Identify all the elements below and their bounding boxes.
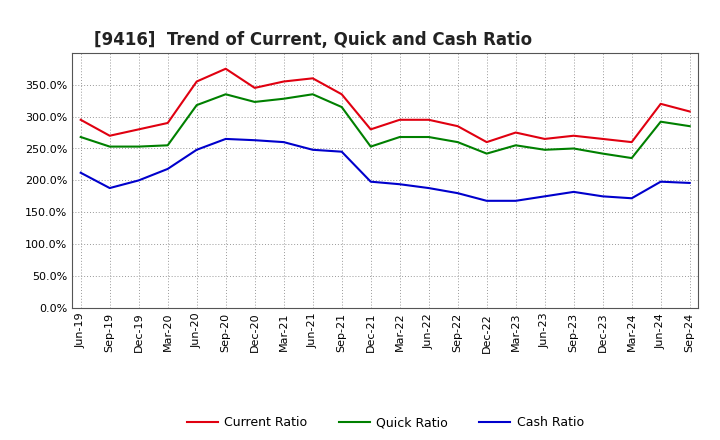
Text: [9416]  Trend of Current, Quick and Cash Ratio: [9416] Trend of Current, Quick and Cash …	[94, 31, 532, 49]
Line: Current Ratio: Current Ratio	[81, 69, 690, 142]
Quick Ratio	[308, 92, 317, 97]
Quick Ratio	[251, 99, 259, 105]
Cash Ratio	[685, 180, 694, 186]
Cash Ratio	[541, 194, 549, 199]
Quick Ratio	[221, 92, 230, 97]
Current Ratio	[454, 124, 462, 129]
Current Ratio	[598, 136, 607, 142]
Cash Ratio	[338, 149, 346, 154]
Quick Ratio	[395, 134, 404, 139]
Current Ratio	[76, 117, 85, 122]
Current Ratio	[685, 109, 694, 114]
Current Ratio	[308, 76, 317, 81]
Quick Ratio	[105, 144, 114, 149]
Current Ratio	[511, 130, 520, 135]
Quick Ratio	[541, 147, 549, 152]
Cash Ratio	[163, 166, 172, 172]
Current Ratio	[251, 85, 259, 91]
Cash Ratio	[105, 185, 114, 191]
Cash Ratio	[192, 147, 201, 152]
Current Ratio	[657, 101, 665, 106]
Cash Ratio	[221, 136, 230, 142]
Current Ratio	[192, 79, 201, 84]
Current Ratio	[221, 66, 230, 71]
Cash Ratio	[424, 185, 433, 191]
Current Ratio	[338, 92, 346, 97]
Current Ratio	[627, 139, 636, 145]
Current Ratio	[163, 120, 172, 126]
Cash Ratio	[135, 178, 143, 183]
Cash Ratio	[395, 182, 404, 187]
Quick Ratio	[657, 119, 665, 125]
Cash Ratio	[657, 179, 665, 184]
Quick Ratio	[627, 155, 636, 161]
Cash Ratio	[570, 189, 578, 194]
Quick Ratio	[279, 96, 288, 101]
Current Ratio	[570, 133, 578, 139]
Quick Ratio	[366, 144, 375, 149]
Cash Ratio	[627, 196, 636, 201]
Quick Ratio	[685, 124, 694, 129]
Cash Ratio	[598, 194, 607, 199]
Quick Ratio	[598, 151, 607, 156]
Cash Ratio	[482, 198, 491, 203]
Current Ratio	[395, 117, 404, 122]
Cash Ratio	[511, 198, 520, 203]
Quick Ratio	[338, 104, 346, 110]
Current Ratio	[366, 127, 375, 132]
Quick Ratio	[454, 139, 462, 145]
Quick Ratio	[482, 151, 491, 156]
Cash Ratio	[76, 170, 85, 176]
Quick Ratio	[135, 144, 143, 149]
Current Ratio	[135, 127, 143, 132]
Quick Ratio	[424, 134, 433, 139]
Quick Ratio	[163, 143, 172, 148]
Line: Quick Ratio: Quick Ratio	[81, 94, 690, 158]
Line: Cash Ratio: Cash Ratio	[81, 139, 690, 201]
Cash Ratio	[366, 179, 375, 184]
Quick Ratio	[76, 134, 85, 139]
Legend: Current Ratio, Quick Ratio, Cash Ratio: Current Ratio, Quick Ratio, Cash Ratio	[181, 411, 589, 434]
Current Ratio	[541, 136, 549, 142]
Cash Ratio	[308, 147, 317, 152]
Current Ratio	[424, 117, 433, 122]
Cash Ratio	[279, 139, 288, 145]
Current Ratio	[105, 133, 114, 139]
Quick Ratio	[192, 103, 201, 108]
Current Ratio	[482, 139, 491, 145]
Cash Ratio	[251, 138, 259, 143]
Quick Ratio	[570, 146, 578, 151]
Quick Ratio	[511, 143, 520, 148]
Current Ratio	[279, 79, 288, 84]
Cash Ratio	[454, 191, 462, 196]
